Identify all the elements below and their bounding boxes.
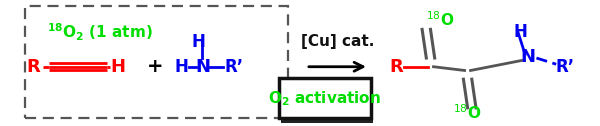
Text: H: H xyxy=(110,58,125,76)
Text: R’: R’ xyxy=(224,58,244,76)
Text: $^{18}$O: $^{18}$O xyxy=(454,103,482,122)
Text: R: R xyxy=(27,58,40,76)
Text: $\mathbf{^{18}O_2}$ (1 atm): $\mathbf{^{18}O_2}$ (1 atm) xyxy=(47,21,152,43)
FancyBboxPatch shape xyxy=(281,83,373,123)
Text: [Cu] cat.: [Cu] cat. xyxy=(301,34,374,49)
Text: N: N xyxy=(520,48,535,66)
Text: $^{18}$O: $^{18}$O xyxy=(427,10,455,29)
Text: +: + xyxy=(147,57,163,76)
Text: N: N xyxy=(196,58,211,76)
Text: $\mathbf{O_2}$ activation: $\mathbf{O_2}$ activation xyxy=(268,90,381,108)
FancyBboxPatch shape xyxy=(279,78,371,118)
Text: H: H xyxy=(191,33,205,51)
Text: R: R xyxy=(389,58,403,76)
Text: H: H xyxy=(514,23,527,41)
Text: H: H xyxy=(175,58,188,76)
Text: R’: R’ xyxy=(555,58,574,76)
